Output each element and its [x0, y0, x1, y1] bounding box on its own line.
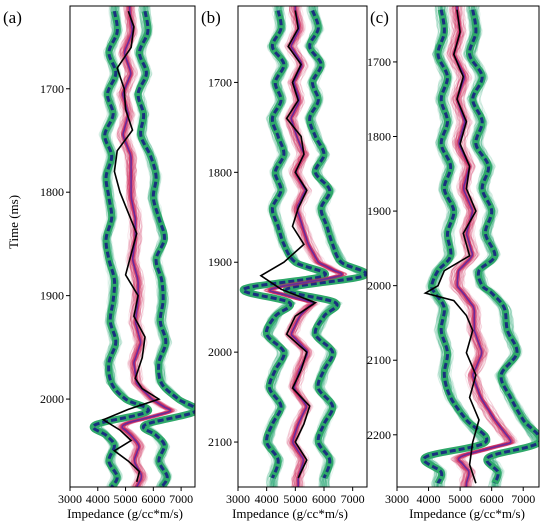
panel-label-a: (a) [3, 8, 22, 27]
y-tick-label: 1900 [367, 204, 391, 218]
y-tick-label: 1700 [40, 82, 64, 96]
y-tick-label: 1700 [367, 55, 391, 69]
y-tick-label: 2200 [367, 428, 391, 442]
panel-label-b: (b) [201, 8, 221, 27]
x-tick-label: 6000 [141, 492, 165, 506]
y-tick-label: 1800 [40, 185, 64, 199]
panel-a: (a) Time (ms) Impedance (g/cc*m/s) 3000 4… [3, 6, 201, 521]
x-tick-label: 4000 [417, 492, 441, 506]
y-tick-label: 2000 [208, 345, 232, 359]
panel-label-c: (c) [370, 8, 389, 27]
y-axis-title: Time (ms) [6, 195, 21, 249]
y-tick-label: 1900 [208, 255, 232, 269]
y-tick-label: 1800 [208, 165, 232, 179]
y-tick-label: 1900 [40, 289, 64, 303]
y-tick-label: 2100 [208, 435, 232, 449]
x-tick-label: 4000 [255, 492, 279, 506]
plot-area-b [243, 6, 369, 487]
x-tick-label: 4000 [86, 492, 110, 506]
x-tick-label: 7000 [511, 492, 535, 506]
x-tick-label: 7000 [341, 492, 365, 506]
y-tick-label: 2000 [367, 279, 391, 293]
x-tick-label: 3000 [385, 492, 409, 506]
x-axis-title-a: Impedance (g/cc*m/s) [67, 506, 183, 521]
upper-bound-line [469, 10, 540, 484]
panel-b: (b) Impedance (g/cc*m/s) 3000 4000 5000 600… [201, 6, 369, 521]
plot-area-a [92, 6, 200, 487]
x-tick-label: 5000 [283, 492, 307, 506]
x-tick-label: 5000 [114, 492, 138, 506]
y-tick-label: 1800 [367, 130, 391, 144]
x-tick-label: 7000 [169, 492, 193, 506]
x-tick-label: 6000 [480, 492, 504, 506]
plot-area-c [421, 6, 545, 487]
x-tick-label: 6000 [312, 492, 336, 506]
panel-c: (c) Impedance (g/cc*m/s) 3000 4000 5000 600… [367, 6, 544, 521]
x-tick-label: 3000 [226, 492, 250, 506]
x-tick-label: 3000 [58, 492, 82, 506]
x-axis-title-b: Impedance (g/cc*m/s) [232, 506, 348, 521]
x-tick-label: 5000 [448, 492, 472, 506]
y-tick-label: 2100 [367, 353, 391, 367]
y-tick-label: 1700 [208, 75, 232, 89]
y-tick-label: 2000 [40, 392, 64, 406]
x-axis-title-c: Impedance (g/cc*m/s) [409, 506, 525, 521]
